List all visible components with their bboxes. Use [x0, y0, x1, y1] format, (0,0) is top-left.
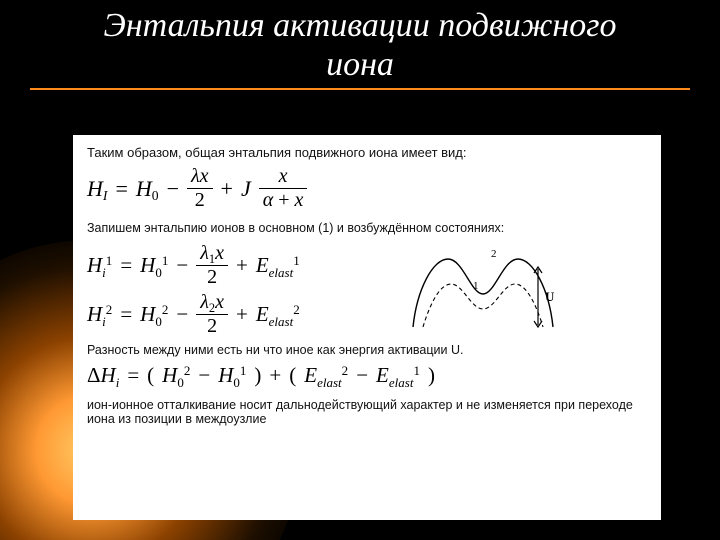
equation-2: Hi1 = H01 − λ1x 2 + Eelast1: [87, 243, 300, 288]
equation-1: HI = H0 − λx 2 + J x α + x: [87, 166, 647, 211]
para-2: Запишем энтальпию ионов в основном (1) и…: [87, 221, 647, 235]
para-4: ион-ионное отталкивание носит дальнодейс…: [87, 398, 647, 426]
energy-well-diagram: 1 2 U: [403, 239, 563, 339]
slide-title: Энтальпия активации подвижного иона: [0, 0, 720, 84]
diagram-label-1: 1: [473, 280, 479, 292]
equation-3: Hi2 = H02 − λ2x 2 + Eelast2: [87, 292, 300, 337]
para-3: Разность между ними есть ни что иное как…: [87, 343, 647, 357]
content-panel: Таким образом, общая энтальпия подвижног…: [73, 135, 661, 520]
equation-4: ΔHi = ( H02 − H01 ) + ( Eelast2 − Eelast…: [87, 363, 647, 388]
diagram-label-u: U: [545, 289, 555, 304]
title-line-2: иона: [326, 46, 394, 83]
para-1: Таким образом, общая энтальпия подвижног…: [87, 145, 647, 160]
eq-and-diagram-row: Hi1 = H01 − λ1x 2 + Eelast1 Hi2 = H02 −: [87, 239, 647, 339]
title-line-1: Энтальпия активации подвижного: [103, 7, 616, 44]
diagram-label-2: 2: [491, 248, 497, 260]
title-underline: [30, 88, 690, 90]
